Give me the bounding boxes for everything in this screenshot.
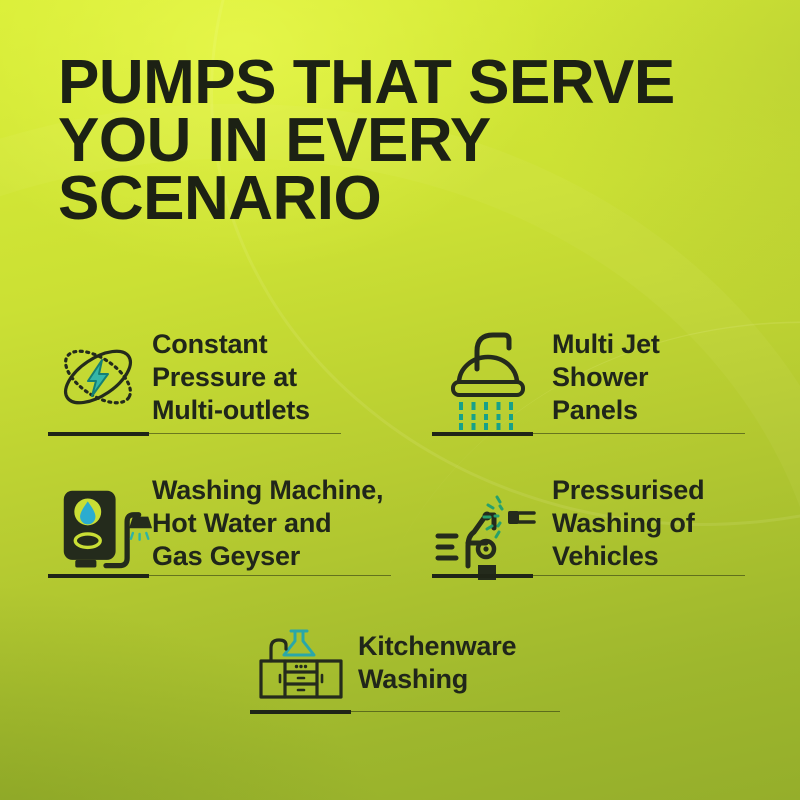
underline-rule: [432, 574, 745, 578]
feature-label: Constant Pressure at Multi-outlets: [152, 329, 310, 425]
feature-label: Washing Machine, Hot Water and Gas Geyse…: [152, 475, 384, 571]
underline-rule: [48, 574, 391, 578]
feature-item-kitchenware-washing: Kitchenware Washing: [250, 626, 560, 714]
feature-label: Pressurised Washing of Vehicles: [552, 475, 705, 571]
underline-rule: [250, 710, 560, 714]
feature-label: Multi Jet Shower Panels: [552, 329, 660, 425]
page-title: PUMPS THAT SERVE YOU IN EVERY SCENARIO: [58, 48, 675, 233]
feature-item-vehicle-washing: Pressurised Washing of Vehicles: [430, 472, 745, 580]
car-wash-spray-icon: [430, 492, 536, 580]
underline-rule: [432, 432, 745, 436]
underline-rule: [48, 432, 341, 436]
feature-item-constant-pressure: Constant Pressure at Multi-outlets: [48, 328, 341, 436]
feature-item-shower-panels: Multi Jet Shower Panels: [432, 328, 745, 436]
kitchen-sink-icon: [254, 628, 348, 708]
gas-geyser-icon: [58, 490, 154, 576]
shower-head-icon: [442, 326, 536, 430]
feature-item-geyser: Washing Machine, Hot Water and Gas Geyse…: [48, 472, 391, 578]
feature-label: Kitchenware Washing: [358, 631, 517, 694]
atom-energy-icon: [52, 328, 144, 422]
